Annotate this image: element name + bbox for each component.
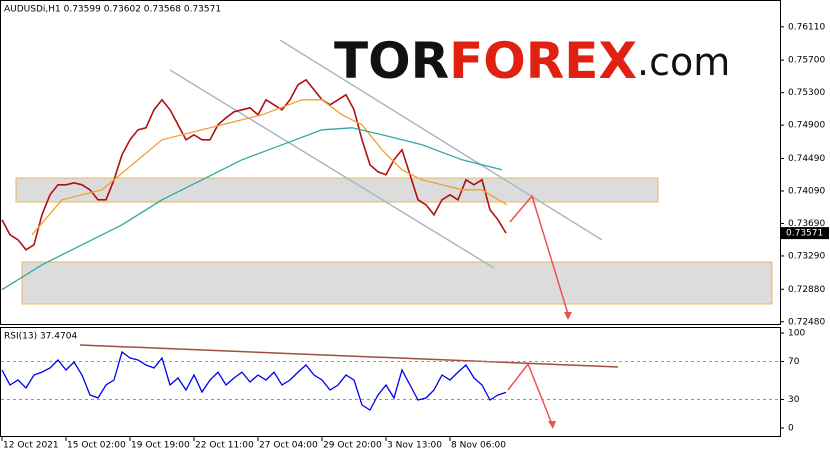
- zone: [15, 177, 659, 203]
- x-tick-label: 22 Oct 11:00: [195, 441, 254, 451]
- arrow-head: [564, 312, 572, 320]
- x-tick-label: 15 Oct 02:00: [67, 441, 126, 451]
- series-line: [1, 78, 507, 251]
- y-tick-label: 0.73690: [788, 219, 825, 229]
- x-tick-label: 27 Oct 04:00: [259, 441, 318, 451]
- arrow-head: [548, 421, 556, 429]
- y-tick-label: 0.74090: [788, 186, 825, 196]
- rsi-panel: [0, 327, 781, 437]
- y-tick-label: 0.72880: [788, 285, 825, 295]
- main-panel: [0, 0, 781, 325]
- y-tick-label: 70: [788, 357, 800, 367]
- series-line: [1, 127, 503, 291]
- series-line: [31, 99, 508, 236]
- x-tick-label: 19 Oct 19:00: [131, 441, 190, 451]
- price-label: 0.73571: [786, 229, 823, 239]
- y-tick-label: 0.76110: [788, 22, 825, 32]
- y-tick-label: 0.74900: [788, 121, 825, 131]
- forecast-arrow: [509, 194, 569, 315]
- channel-line: [169, 69, 495, 269]
- channel-line: [279, 39, 603, 241]
- x-tick-label: 12 Oct 2021: [3, 441, 59, 451]
- x-tick-label: 3 Nov 13:00: [387, 441, 442, 451]
- y-tick-label: 30: [788, 395, 800, 405]
- chart-title: AUDUSDi,H1 0.73599 0.73602 0.73568 0.735…: [4, 5, 221, 15]
- y-tick-label: 100: [788, 329, 805, 339]
- rsi-trendline: [79, 344, 619, 368]
- y-tick-label: 0.72480: [788, 317, 825, 327]
- y-tick-label: 0.75300: [788, 88, 825, 98]
- x-tick-label: 8 Nov 06:00: [451, 441, 506, 451]
- series-line: [1, 350, 507, 411]
- x-tick-label: 29 Oct 20:00: [323, 441, 382, 451]
- y-tick-label: 0.74490: [788, 154, 825, 164]
- y-tick-label: 0.75700: [788, 56, 825, 66]
- price-label-box: [781, 227, 829, 240]
- watermark: TORFOREX.com: [334, 32, 730, 90]
- y-tick-label: 0: [788, 423, 794, 433]
- rsi-title: RSI(13) 37.4704: [4, 332, 77, 342]
- y-tick-label: 0.73290: [788, 251, 825, 261]
- zone: [21, 261, 773, 305]
